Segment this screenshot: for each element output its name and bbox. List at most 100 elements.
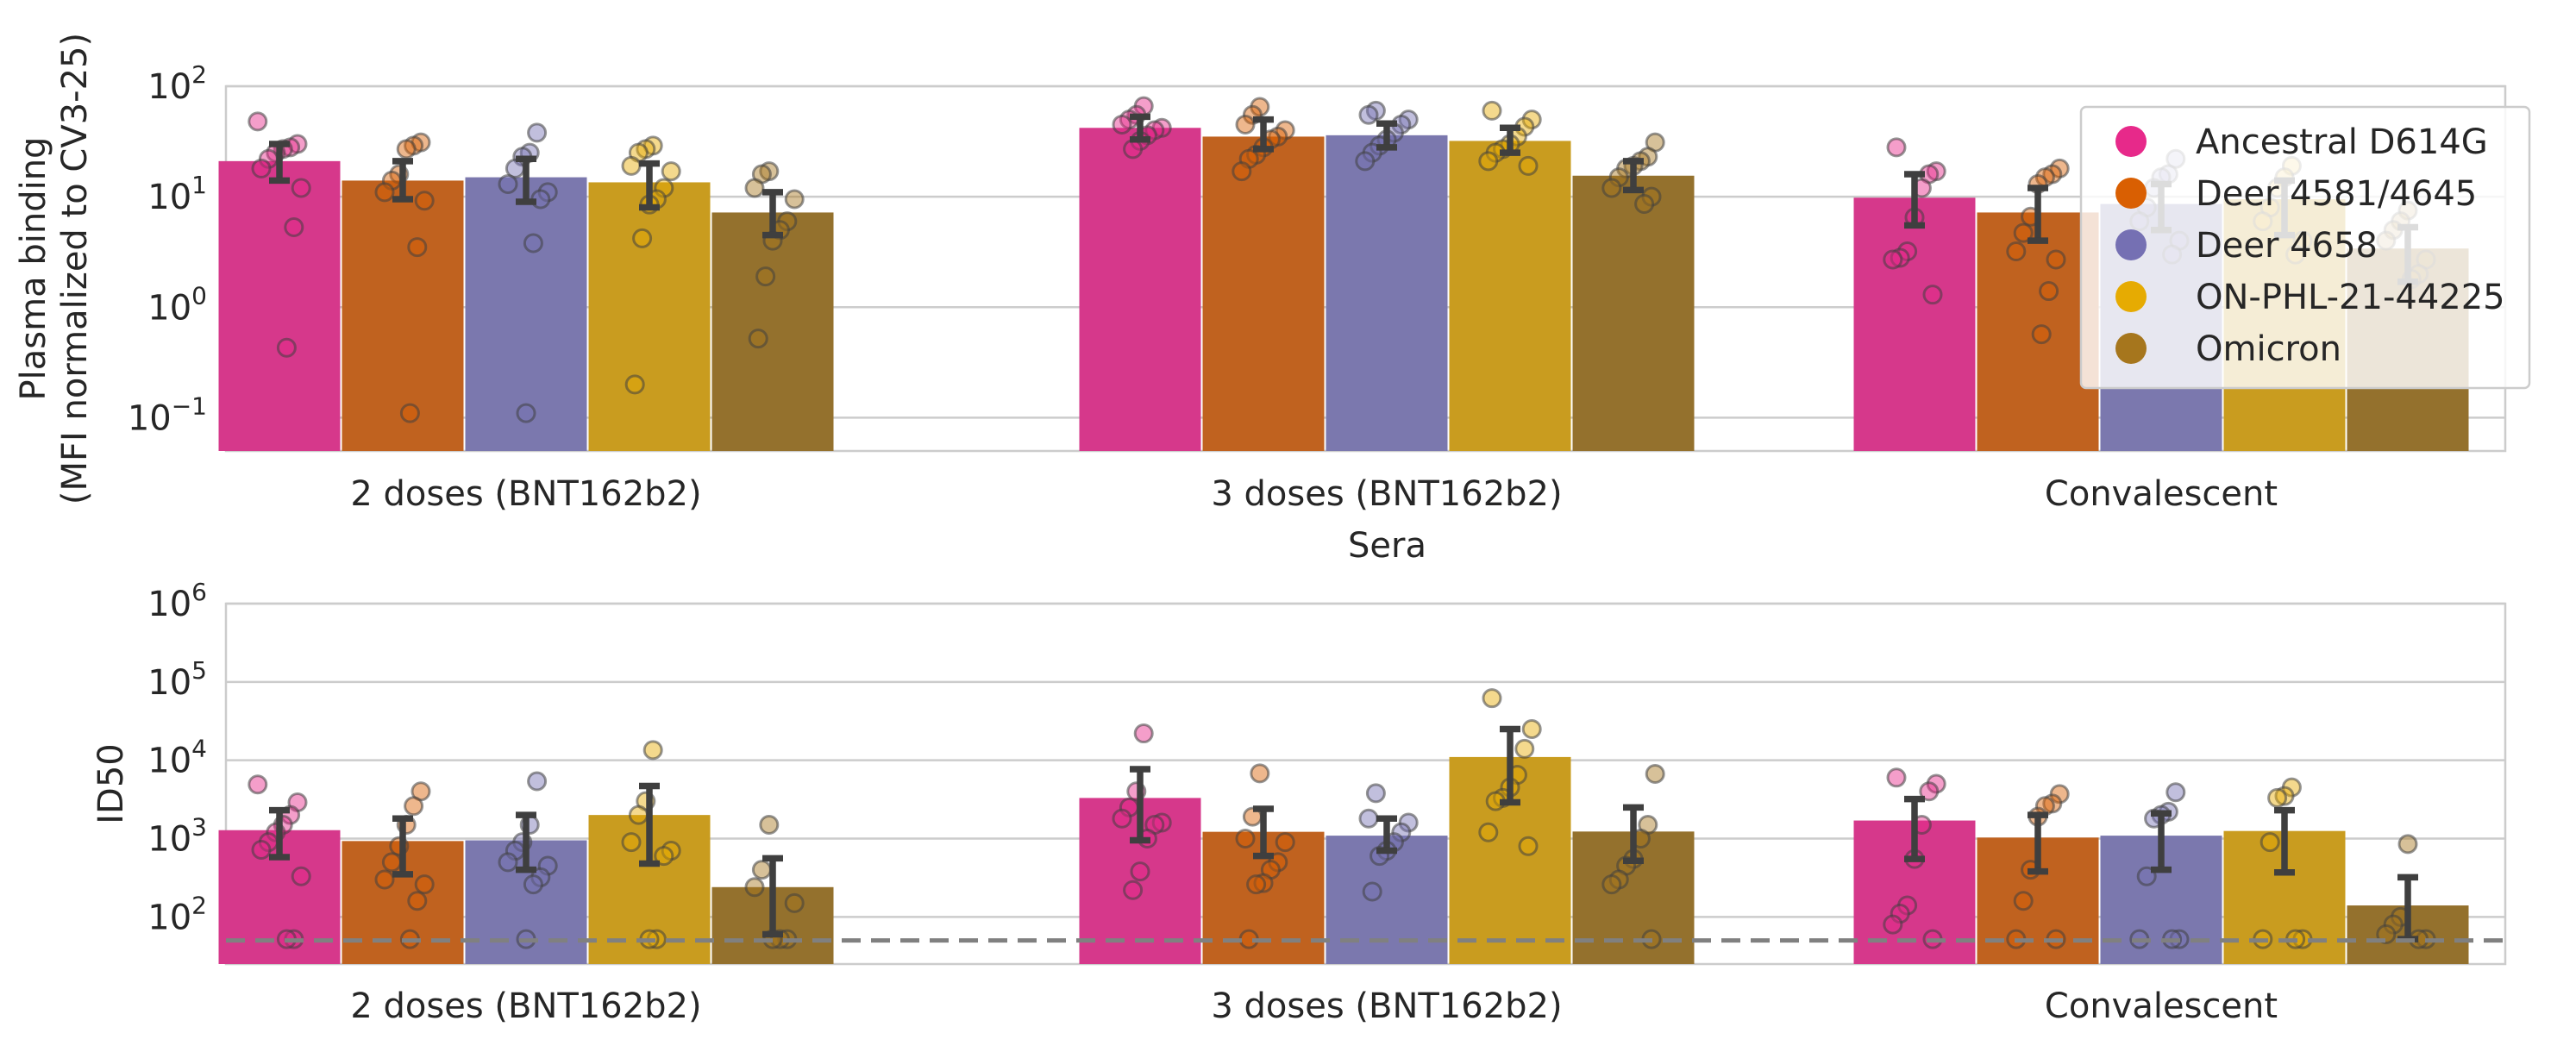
data-point bbox=[1922, 285, 1943, 305]
data-point bbox=[404, 796, 424, 817]
legend-marker bbox=[2115, 281, 2147, 312]
data-point bbox=[407, 891, 428, 911]
y-axis-label: Plasma binding(MFI normalized to CV3-25) bbox=[14, 33, 95, 504]
data-point bbox=[374, 182, 395, 203]
bar bbox=[1326, 135, 1448, 451]
y-tick-label: 102 bbox=[147, 891, 207, 937]
data-point bbox=[1362, 881, 1382, 902]
data-point bbox=[1514, 738, 1535, 759]
data-point bbox=[642, 740, 663, 761]
x-tick-label: 2 doses (BNT162b2) bbox=[350, 986, 701, 1026]
bar bbox=[1449, 141, 1571, 451]
y-tick-label: 103 bbox=[147, 812, 207, 859]
y-axis-label: ID50 bbox=[91, 743, 131, 824]
data-point bbox=[1518, 836, 1539, 856]
data-point bbox=[784, 189, 805, 210]
data-point bbox=[628, 805, 649, 825]
x-tick-label: Convalescent bbox=[2045, 986, 2278, 1026]
data-point bbox=[2046, 249, 2066, 270]
data-point bbox=[2259, 832, 2280, 853]
data-point bbox=[621, 832, 642, 853]
data-point bbox=[251, 158, 272, 178]
legend-marker bbox=[2115, 178, 2147, 209]
x-tick-label: Convalescent bbox=[2045, 474, 2278, 514]
data-point bbox=[1123, 139, 1144, 160]
data-point bbox=[381, 852, 402, 873]
data-point bbox=[1601, 874, 1622, 895]
legend-marker bbox=[2115, 126, 2147, 157]
bar bbox=[1572, 175, 1695, 451]
data-point bbox=[498, 174, 518, 195]
data-point bbox=[654, 846, 674, 867]
data-point bbox=[2165, 782, 2186, 803]
data-point bbox=[2013, 222, 2034, 243]
data-point bbox=[407, 237, 428, 258]
bar bbox=[1977, 212, 2099, 451]
y-tick-label: 105 bbox=[147, 656, 207, 703]
legend-label: Omicron bbox=[2196, 329, 2341, 369]
data-point bbox=[1246, 874, 1267, 895]
data-point bbox=[498, 852, 518, 873]
data-point bbox=[1478, 822, 1499, 842]
data-point bbox=[1521, 719, 1542, 740]
data-point bbox=[1235, 828, 1256, 848]
x-tick-label: 2 doses (BNT162b2) bbox=[350, 474, 701, 514]
y-tick-label: 104 bbox=[147, 735, 207, 781]
data-point bbox=[1358, 104, 1379, 125]
data-point bbox=[374, 869, 395, 890]
data-point bbox=[759, 814, 780, 835]
data-point bbox=[2006, 241, 2027, 262]
data-point bbox=[1518, 155, 1539, 176]
y-tick-label: 10−1 bbox=[128, 391, 207, 438]
data-point bbox=[1482, 100, 1502, 121]
y-tick-label: 100 bbox=[147, 281, 207, 328]
bar bbox=[1853, 197, 1976, 452]
x-axis-label: Sera bbox=[1348, 526, 1426, 566]
data-point bbox=[516, 403, 536, 423]
data-point bbox=[784, 892, 805, 913]
data-point bbox=[284, 216, 304, 237]
bar bbox=[588, 182, 711, 451]
data-point bbox=[744, 178, 765, 198]
legend-marker bbox=[2115, 333, 2147, 364]
data-point bbox=[1112, 114, 1132, 135]
data-point bbox=[1232, 161, 1252, 182]
data-point bbox=[1482, 688, 1502, 709]
legend-label: Ancestral D614G bbox=[2196, 122, 2488, 162]
data-point bbox=[396, 139, 417, 160]
data-point bbox=[1355, 151, 1376, 172]
data-point bbox=[661, 161, 681, 182]
data-point bbox=[291, 178, 311, 198]
data-point bbox=[621, 155, 642, 176]
legend-label: ON-PHL-21-44225 bbox=[2196, 278, 2505, 317]
data-point bbox=[1112, 808, 1132, 829]
data-point bbox=[748, 329, 768, 349]
data-point bbox=[527, 122, 548, 143]
data-point bbox=[251, 839, 272, 860]
data-point bbox=[1250, 763, 1270, 784]
data-point bbox=[523, 874, 543, 895]
data-point bbox=[2397, 834, 2418, 855]
data-point bbox=[1130, 861, 1150, 882]
data-point bbox=[2039, 281, 2059, 302]
data-point bbox=[414, 874, 435, 895]
x-tick-label: 3 doses (BNT162b2) bbox=[1211, 986, 1562, 1026]
data-point bbox=[1235, 114, 1256, 135]
bar bbox=[342, 180, 464, 452]
data-point bbox=[1601, 178, 1622, 198]
data-point bbox=[624, 374, 645, 395]
data-point bbox=[2031, 324, 2052, 345]
data-point bbox=[399, 403, 420, 423]
data-point bbox=[276, 337, 297, 358]
data-point bbox=[1133, 723, 1154, 744]
data-point bbox=[632, 228, 653, 248]
legend-box bbox=[2079, 105, 2531, 390]
legend: Ancestral D614G Deer 4581/4645 Deer 4658 ON… bbox=[2079, 105, 2531, 390]
data-point bbox=[1645, 763, 1665, 784]
x-tick-label: 3 doses (BNT162b2) bbox=[1211, 474, 1562, 514]
data-point bbox=[1634, 194, 1655, 215]
bar bbox=[1326, 836, 1448, 964]
bar bbox=[1202, 136, 1325, 451]
id50-panel: 102 103 104 105 106 2 doses (BNT162b2) 3 doses… bbox=[91, 578, 2507, 1026]
